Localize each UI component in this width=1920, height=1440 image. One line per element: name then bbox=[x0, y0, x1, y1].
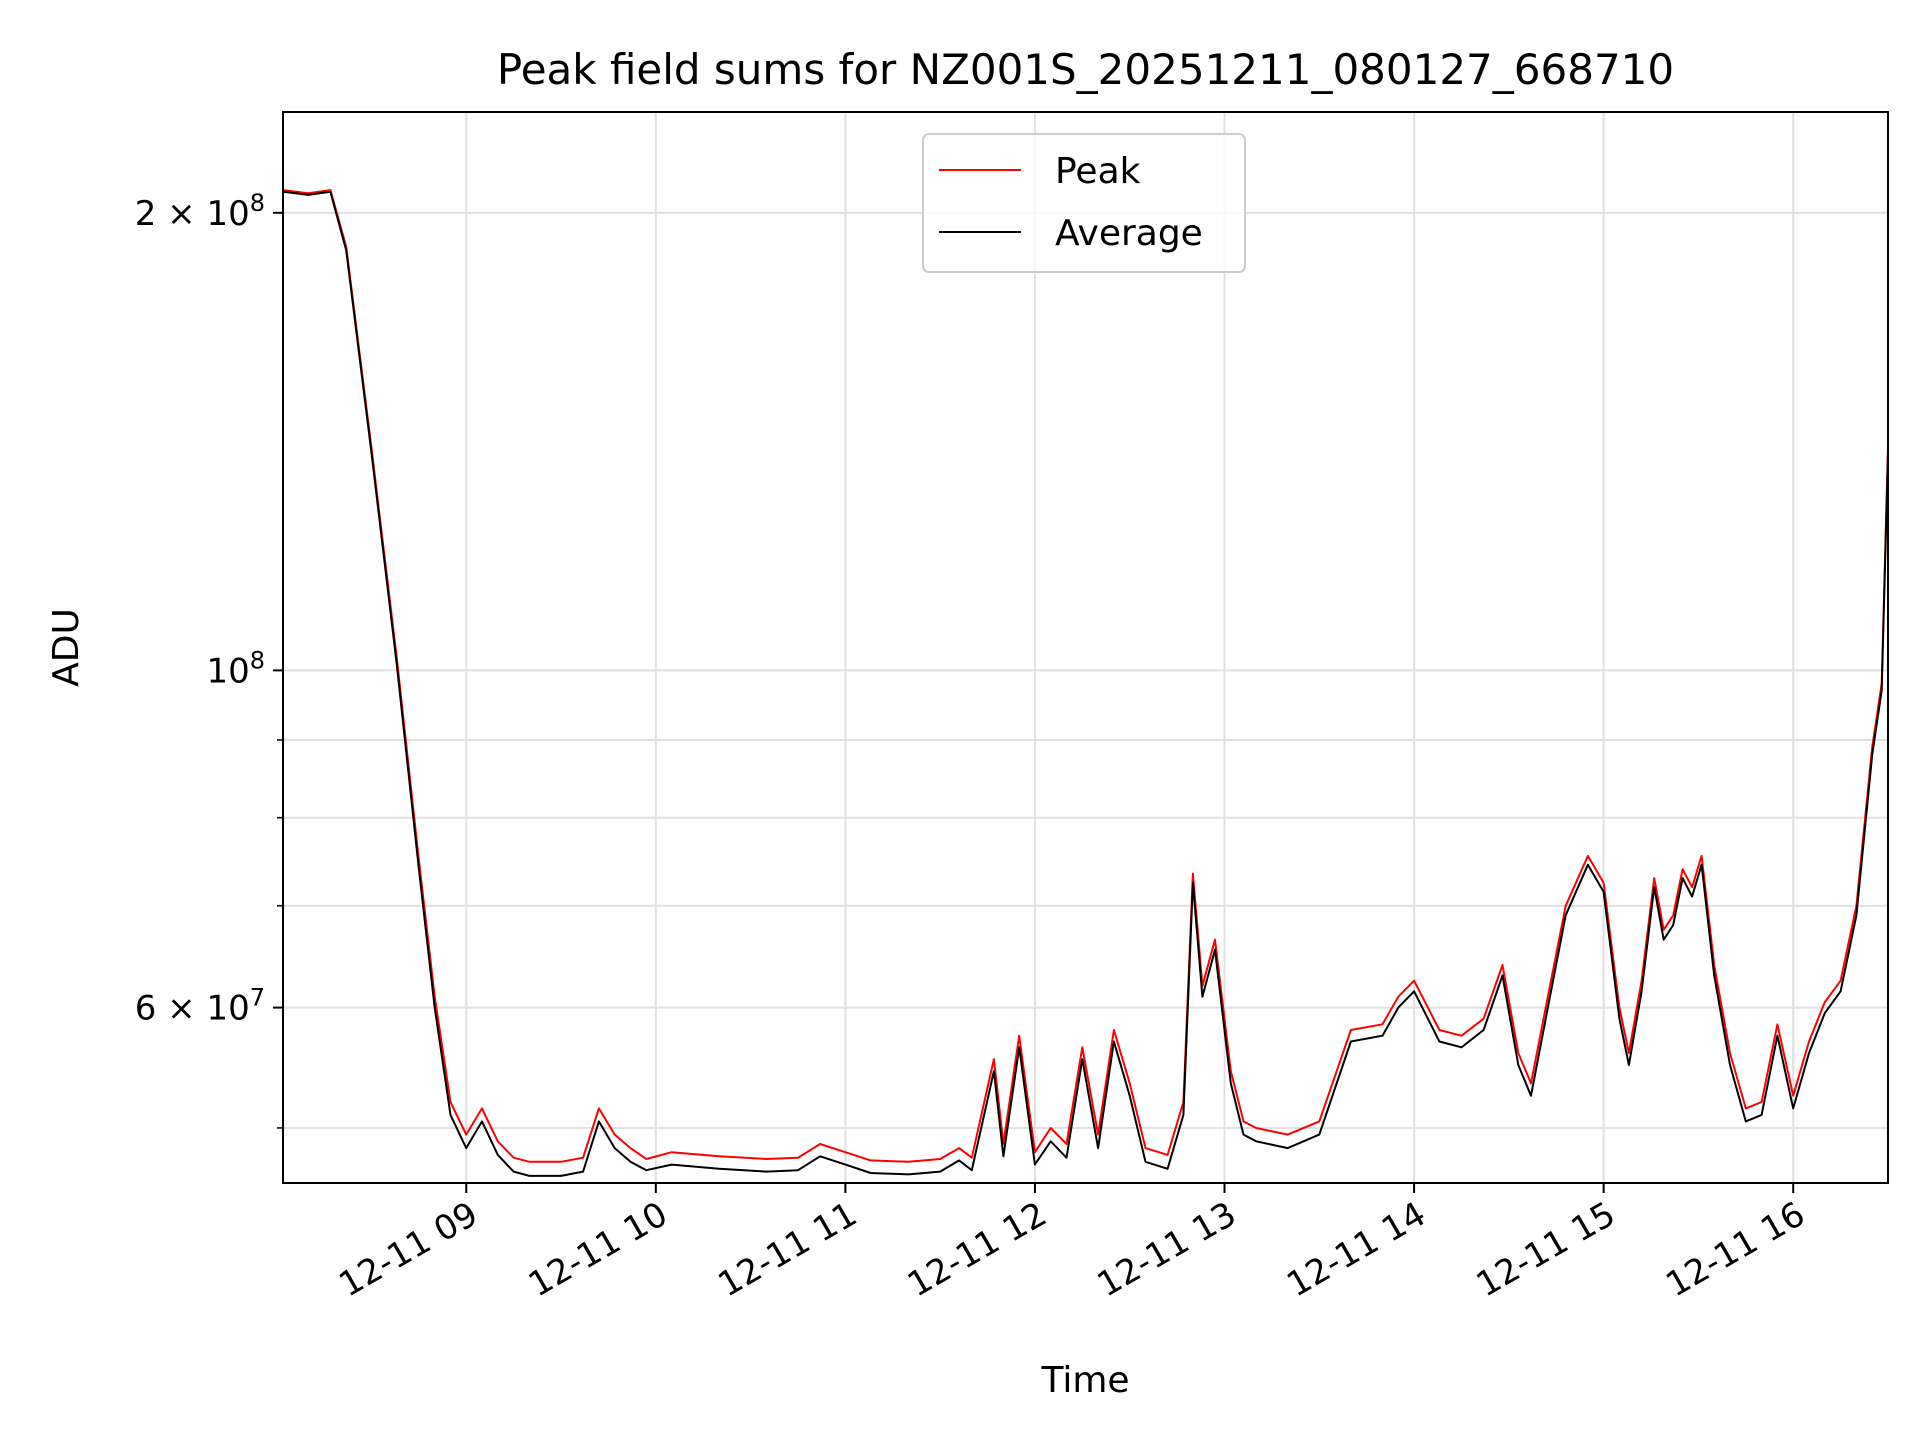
legend-label: Peak bbox=[1055, 151, 1141, 192]
y-tick-label: 108 bbox=[206, 646, 265, 691]
series-line-average bbox=[283, 190, 1888, 1177]
series-layer bbox=[283, 189, 1888, 1177]
y-tick-label: 2 × 108 bbox=[135, 189, 265, 234]
plot-frame bbox=[282, 111, 1889, 1184]
x-axis-label: Time bbox=[1040, 1360, 1129, 1401]
legend-box bbox=[922, 133, 1246, 273]
legend: Peak Average bbox=[922, 133, 1246, 273]
chart-title: Peak field sums for NZ001S_20251211_0801… bbox=[497, 45, 1674, 94]
y-axis-label: ADU bbox=[46, 608, 87, 687]
y-tick-label: 6 × 107 bbox=[135, 984, 265, 1029]
legend-label: Average bbox=[1055, 213, 1203, 254]
